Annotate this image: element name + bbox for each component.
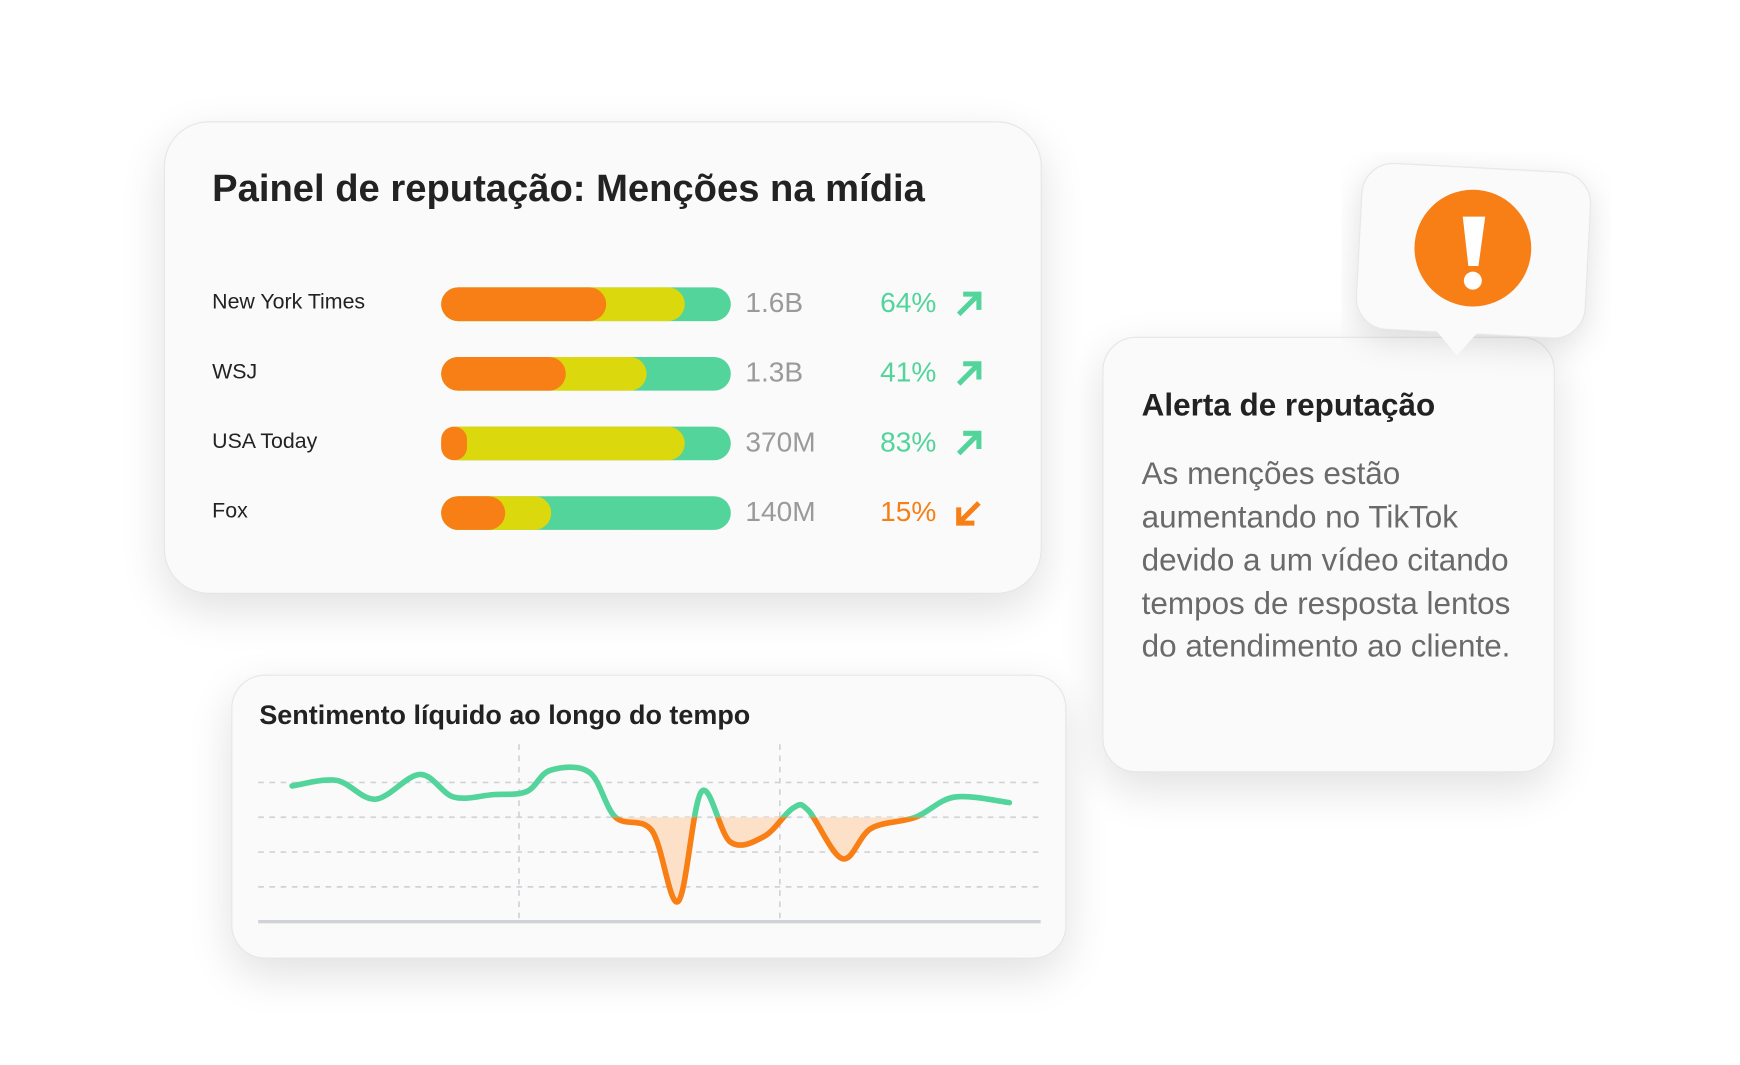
volume: 1.6B	[745, 287, 804, 319]
alert-icon-bar	[1462, 216, 1486, 267]
arrow-shape	[956, 430, 982, 456]
alert-title: Alerta de reputação	[1141, 387, 1436, 423]
arrow-shape	[956, 501, 981, 526]
arrow-shape	[956, 291, 982, 317]
source-name: USA Today	[212, 429, 318, 454]
volume: 1.3B	[745, 356, 804, 389]
alert-bubble	[1355, 162, 1592, 356]
alert-card: Alerta de reputação As menções estão aum…	[1102, 336, 1555, 773]
bubble-tail	[1435, 329, 1479, 356]
source-name: Fox	[212, 499, 248, 524]
bar-segment	[441, 287, 607, 322]
chart-card: Sentimento líquido ao longo do tempo	[231, 674, 1067, 959]
change: 15%	[880, 496, 937, 528]
alert-body: As menções estão aumentando no TikTok de…	[1141, 455, 1511, 664]
change: 64%	[880, 287, 937, 319]
change: 83%	[880, 426, 937, 459]
volume: 370M	[745, 426, 816, 459]
trend-arrow	[956, 501, 981, 526]
source-name: WSJ	[212, 360, 258, 384]
chart-title: Sentimento líquido ao longo do tempo	[259, 700, 751, 731]
dashboard-card: Painel de reputação: Menções na mídia Ne…	[163, 121, 1042, 594]
bar-segment	[441, 426, 685, 461]
alert-icon-dot	[1463, 271, 1482, 290]
dashboard-title: Painel de reputação: Menções na mídia	[212, 167, 925, 210]
trend-arrow	[956, 291, 982, 317]
arrow-shape	[956, 361, 982, 386]
bar-segment	[441, 356, 566, 391]
source-name: New York Times	[212, 290, 366, 315]
change: 41%	[880, 356, 937, 389]
trend-arrow	[956, 361, 982, 386]
bar-segment	[441, 496, 505, 530]
bar-segment	[441, 426, 468, 461]
trend-arrow	[956, 430, 982, 456]
volume: 140M	[745, 496, 816, 528]
